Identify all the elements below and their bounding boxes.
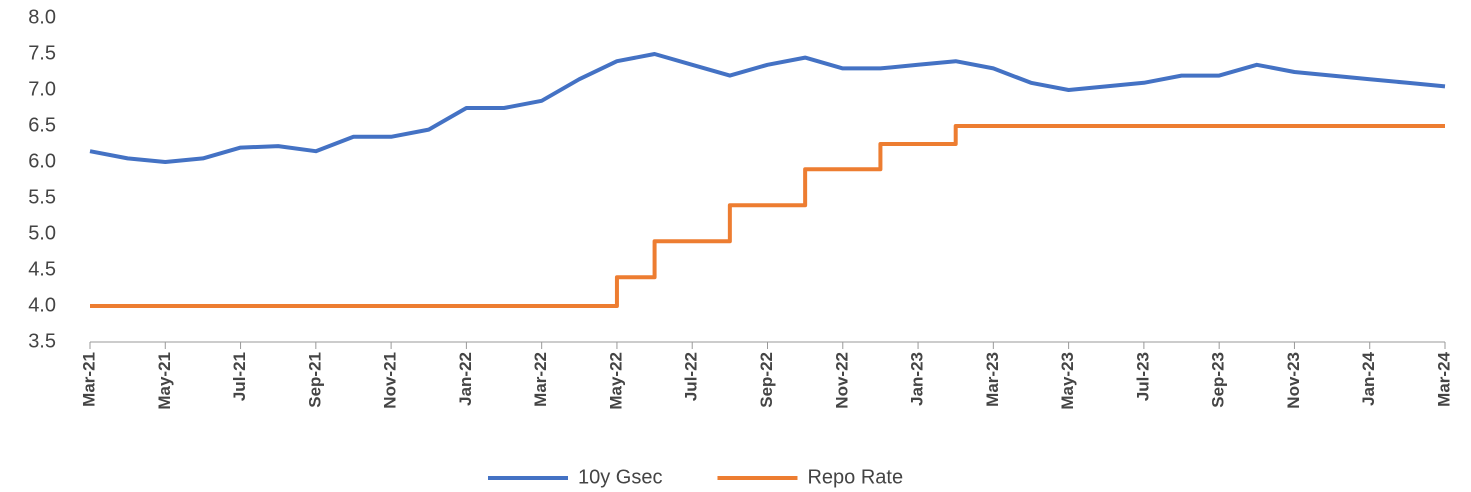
x-tick-label: Mar-24 [1434, 351, 1453, 406]
x-tick-label: Jul-23 [1133, 352, 1152, 401]
x-tick-label: Nov-22 [832, 352, 851, 409]
x-tick-label: Jul-21 [230, 352, 249, 401]
y-tick-label: 5.5 [28, 186, 56, 208]
y-tick-label: 5.0 [28, 222, 56, 244]
x-tick-label: May-22 [606, 352, 625, 410]
x-tick-label: May-21 [155, 352, 174, 410]
x-tick-label: Jan-22 [456, 352, 475, 406]
x-tick-label: Nov-21 [381, 352, 400, 409]
y-tick-label: 6.0 [28, 150, 56, 172]
x-tick-label: Mar-21 [79, 352, 98, 407]
x-tick-label: May-23 [1058, 352, 1077, 410]
x-tick-label: Sep-21 [305, 352, 324, 408]
legend-label: Repo Rate [807, 466, 903, 488]
y-tick-label: 3.5 [28, 330, 56, 352]
x-tick-label: Jan-23 [908, 352, 927, 406]
x-tick-label: Jan-24 [1359, 351, 1378, 405]
x-tick-label: Nov-23 [1284, 352, 1303, 409]
x-tick-label: Jul-22 [682, 352, 701, 401]
y-tick-label: 4.0 [28, 294, 56, 316]
y-tick-label: 7.5 [28, 42, 56, 64]
x-tick-label: Mar-23 [983, 352, 1002, 407]
y-tick-label: 7.0 [28, 78, 56, 100]
x-tick-label: Sep-22 [757, 352, 776, 408]
x-tick-label: Mar-22 [531, 352, 550, 407]
legend-label: 10y Gsec [578, 466, 662, 488]
x-tick-label: Sep-23 [1209, 352, 1228, 408]
series-line [90, 124, 1445, 308]
series-line [89, 52, 1446, 164]
y-tick-label: 8.0 [28, 6, 56, 28]
y-tick-label: 4.5 [28, 258, 56, 280]
y-tick-label: 6.5 [28, 114, 56, 136]
